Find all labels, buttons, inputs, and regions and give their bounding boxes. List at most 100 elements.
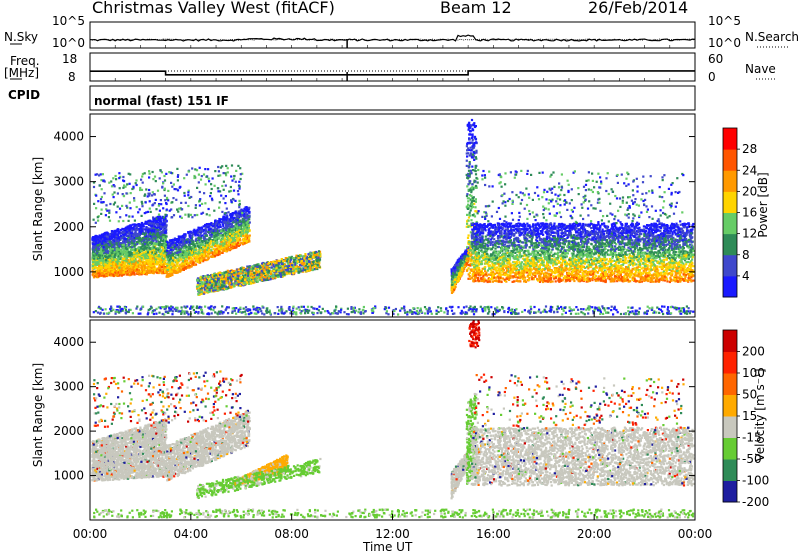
rti-cell: [145, 222, 148, 225]
rti-cell: [243, 212, 246, 216]
rti-cell: [245, 221, 248, 225]
rti-cell: [106, 273, 109, 276]
rti-cell: [95, 276, 98, 279]
rti-cell: [199, 257, 202, 260]
rti-cell: [189, 260, 192, 263]
rti-cell: [175, 253, 178, 256]
rti-cell: [114, 273, 117, 277]
rti-cell: [226, 233, 229, 237]
rti-cell: [152, 230, 155, 233]
rti-cell: [241, 228, 244, 231]
rti-cell: [220, 218, 223, 221]
rti-cell: [217, 226, 220, 229]
rti-cell: [175, 251, 178, 255]
rti-cell: [247, 226, 250, 229]
rti-cell: [147, 222, 151, 225]
rti-cell: [156, 223, 159, 226]
rti-cell: [188, 244, 191, 247]
rti-cell: [129, 238, 132, 241]
rti-cell: [210, 249, 213, 252]
rti-cell: [204, 227, 207, 230]
rti-cell: [215, 252, 218, 255]
rti-cell: [201, 256, 205, 259]
rti-cell: [140, 257, 143, 260]
rti-cell: [172, 262, 175, 265]
rti-cell: [161, 226, 165, 229]
rti-cell: [226, 235, 230, 238]
rti-cell: [206, 244, 209, 247]
rti-cell: [235, 243, 238, 246]
rti-cell: [222, 245, 225, 249]
rti-cell: [140, 229, 144, 232]
rti-cell: [96, 245, 99, 249]
rti-cell: [160, 220, 163, 223]
rti-cell: [100, 233, 104, 236]
rti-cell: [168, 265, 171, 268]
rti-cell: [137, 241, 140, 244]
rti-cell: [188, 230, 191, 234]
rti-cell: [117, 257, 120, 260]
rti-cell: [235, 222, 238, 225]
rti-cell: [214, 240, 217, 243]
rti-cell: [155, 271, 158, 274]
rti-cell: [211, 233, 214, 236]
rti-cell: [106, 262, 109, 266]
rti-cell: [219, 251, 222, 254]
rti-cell: [207, 254, 210, 257]
rti-cell: [161, 257, 164, 260]
rti-cell: [161, 265, 164, 268]
rti-cell: [121, 267, 124, 270]
rti-cell: [98, 264, 101, 268]
rti-cell: [244, 241, 247, 244]
rti-cell: [100, 265, 103, 268]
rti-cell: [197, 260, 200, 264]
rti-cell: [119, 254, 122, 257]
rti-cell: [203, 238, 206, 241]
rti-cell: [96, 266, 99, 269]
rti-cell: [154, 230, 157, 234]
rti-cell: [168, 247, 171, 250]
rti-cell: [143, 269, 146, 272]
rti-cell: [190, 257, 193, 261]
rti-cell: [238, 224, 241, 227]
rti-cell: [177, 241, 180, 244]
rti-cell: [175, 265, 178, 268]
rti-cell: [130, 266, 133, 269]
rti-cell: [148, 219, 151, 222]
rti-cell: [217, 244, 220, 247]
rti-cell: [161, 264, 164, 267]
rti-cell: [223, 237, 226, 240]
rti-cell: [242, 210, 245, 213]
rti-cell: [123, 251, 126, 255]
rti-cell: [128, 229, 131, 232]
rti-cell: [233, 237, 236, 240]
rti-cell: [129, 250, 132, 253]
rti-cell: [141, 248, 144, 251]
rti-cell: [245, 239, 248, 243]
rti-cell: [195, 237, 198, 240]
rti-cell: [202, 229, 205, 232]
rti-cell: [91, 266, 94, 269]
rti-cell: [161, 271, 164, 274]
rti-cell: [185, 255, 188, 258]
rti-cell: [187, 255, 190, 258]
rti-cell: [248, 234, 251, 237]
rti-cell: [214, 245, 217, 248]
rti-cell: [159, 218, 162, 221]
rti-cell: [172, 243, 175, 247]
rti-cell: [161, 233, 164, 236]
rti-cell: [160, 252, 163, 256]
rti-cell: [162, 236, 165, 239]
rti-cell: [123, 238, 126, 241]
rti-cell: [202, 254, 206, 257]
rti-cell: [164, 245, 167, 249]
rti-cell: [174, 256, 177, 259]
rti-cell: [160, 244, 163, 247]
rti-cell: [135, 237, 138, 240]
rti-cell: [130, 260, 133, 264]
rti-cell: [145, 247, 148, 250]
rti-cell: [193, 228, 196, 231]
rti-cell: [100, 256, 103, 259]
rti-cell: [137, 228, 140, 231]
rti-cell: [102, 264, 105, 267]
